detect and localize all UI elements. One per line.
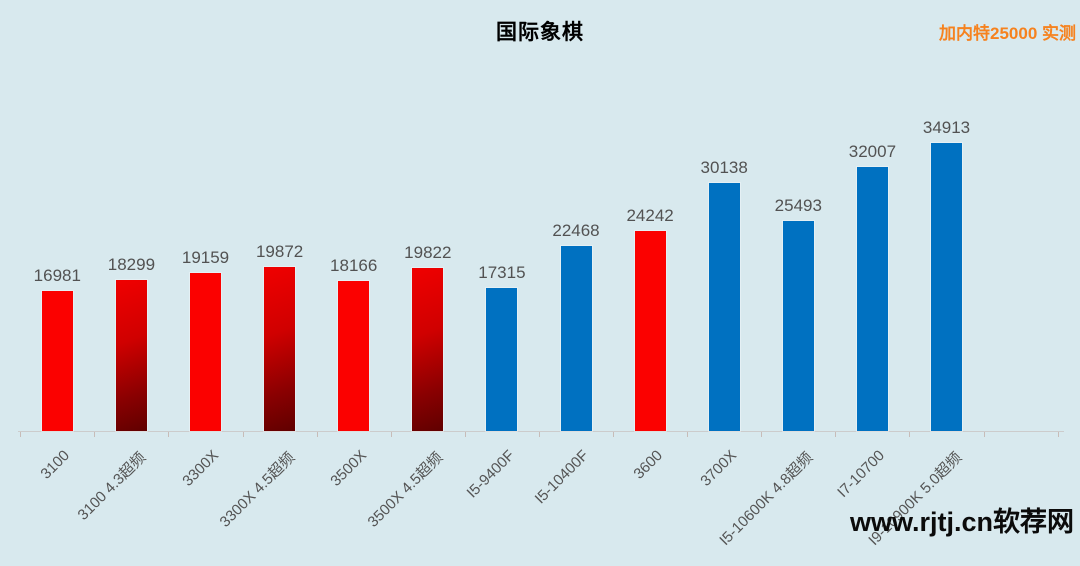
x-axis-tick [835, 432, 837, 437]
watermark: www.rjtj.cn软荐网 [849, 507, 1074, 537]
x-axis-tick [20, 432, 22, 437]
bar-value-label: 24242 [626, 206, 674, 225]
bar [560, 246, 592, 431]
x-axis-tick [1057, 432, 1059, 437]
bar-value-label: 22468 [552, 221, 600, 240]
x-axis-tick [390, 432, 392, 437]
bar-value-label: 18166 [330, 256, 378, 275]
bar [931, 143, 962, 431]
bar-value-label: 16981 [33, 266, 81, 285]
bar-value-label: 18299 [107, 255, 156, 274]
x-axis-tick [464, 432, 466, 437]
x-axis-tick [613, 432, 614, 437]
bar-value-label: 30138 [700, 158, 748, 177]
x-axis-tick [687, 432, 689, 437]
bar [338, 281, 370, 431]
bar-value-label: 17315 [478, 263, 526, 282]
x-axis-tick [983, 432, 985, 437]
bar-value-label: 34913 [922, 118, 971, 137]
bar [412, 268, 444, 431]
x-axis-tick [316, 432, 318, 437]
bar [190, 273, 221, 431]
x-axis-line [18, 431, 1064, 432]
x-axis-tick [909, 432, 911, 437]
bar [41, 291, 73, 431]
bar [708, 183, 740, 431]
x-axis-tick [94, 432, 96, 437]
chart-title: 国际象棋 [496, 21, 584, 44]
bar [264, 267, 296, 431]
x-axis-tick [168, 432, 170, 437]
bar-value-label: 25493 [774, 196, 822, 215]
bar-value-label: 19872 [255, 242, 304, 261]
bar [486, 288, 518, 431]
bar [856, 167, 888, 431]
bar [634, 231, 666, 431]
x-axis-tick [761, 432, 763, 437]
x-axis-tick [242, 432, 244, 437]
benchmark-note: 加内特25000 实测 [939, 24, 1076, 43]
bar [782, 221, 814, 431]
bar [115, 280, 147, 431]
bar-value-label: 19822 [404, 243, 452, 262]
x-axis-tick [538, 432, 540, 437]
bar-value-label: 19159 [181, 248, 230, 267]
bar-value-label: 32007 [848, 142, 897, 161]
